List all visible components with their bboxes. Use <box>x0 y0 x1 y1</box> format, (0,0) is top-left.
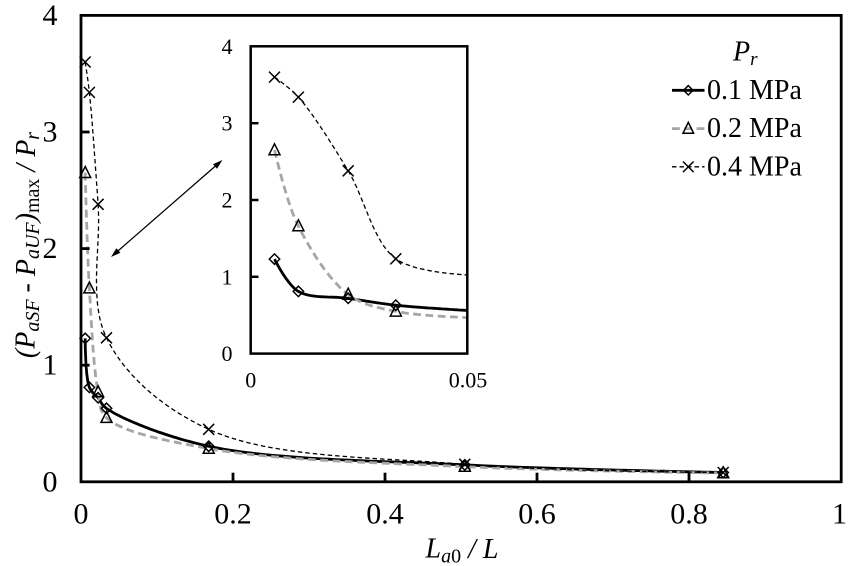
svg-text:0: 0 <box>245 368 256 393</box>
svg-text:0.4 MPa: 0.4 MPa <box>707 151 802 182</box>
svg-text:1: 1 <box>43 349 58 382</box>
svg-text:4: 4 <box>43 0 58 32</box>
svg-text:3: 3 <box>222 111 233 136</box>
svg-text:3: 3 <box>43 116 58 149</box>
svg-text:0: 0 <box>74 498 89 531</box>
svg-text:0: 0 <box>43 465 58 498</box>
svg-text:(PaSF - PaUF)max / Pr: (PaSF - PaUF)max / Pr <box>11 132 45 358</box>
svg-text:0.6: 0.6 <box>518 498 556 531</box>
svg-text:0.8: 0.8 <box>670 498 708 531</box>
svg-text:2: 2 <box>43 232 58 265</box>
svg-text:0.1 MPa: 0.1 MPa <box>707 75 802 106</box>
svg-text:La0 / L: La0 / L <box>425 534 499 566</box>
svg-text:0.2 MPa: 0.2 MPa <box>707 113 802 144</box>
svg-text:1: 1 <box>222 264 233 289</box>
svg-text:4: 4 <box>222 34 233 59</box>
svg-text:0.4: 0.4 <box>366 498 404 531</box>
svg-text:1: 1 <box>832 498 847 531</box>
svg-text:0: 0 <box>222 341 233 366</box>
svg-text:2: 2 <box>222 188 233 213</box>
svg-text:0.05: 0.05 <box>449 368 488 393</box>
svg-text:0.2: 0.2 <box>214 498 252 531</box>
